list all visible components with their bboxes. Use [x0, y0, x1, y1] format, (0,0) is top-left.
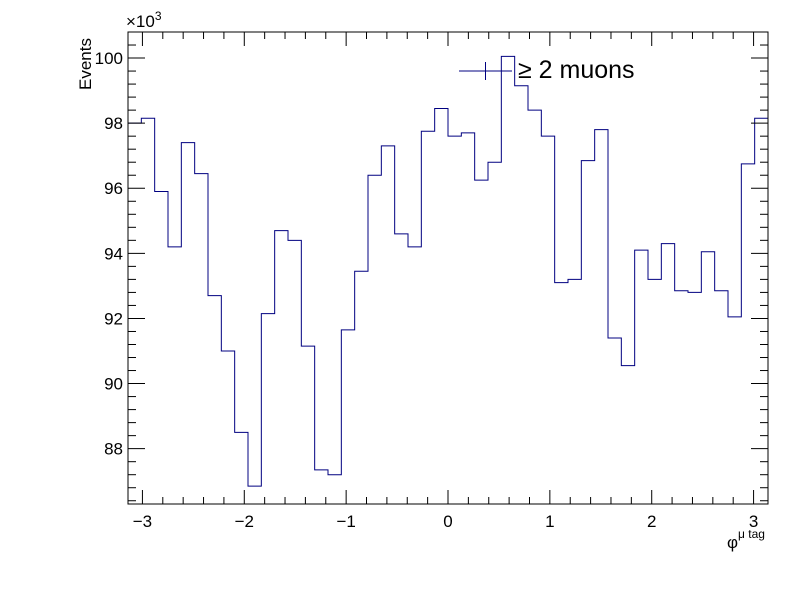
plot-frame — [127, 31, 769, 505]
series-step-line — [128, 55, 768, 487]
y-tick-label: 96 — [104, 179, 123, 198]
x-tick-label: −3 — [133, 512, 152, 531]
y-exponent-label: ×103 — [126, 9, 162, 31]
x-tick-label: 2 — [647, 512, 656, 531]
x-tick-label: 3 — [749, 512, 758, 531]
x-tick-label: −1 — [336, 512, 355, 531]
y-tick-label: 94 — [104, 244, 123, 263]
y-tick-label: 90 — [104, 375, 123, 394]
x-tick-label: −2 — [235, 512, 254, 531]
y-tick-label: 92 — [104, 309, 123, 328]
y-tick-label: 98 — [104, 114, 123, 133]
y-tick-label: 100 — [95, 49, 123, 68]
y-tick-label: 88 — [104, 440, 123, 459]
legend: ≥ 2 muons — [459, 56, 635, 84]
x-tick-label: 0 — [443, 512, 452, 531]
x-axis-title: φμ tag — [727, 527, 765, 552]
x-tick-label: 1 — [545, 512, 554, 531]
y-axis-title: Events — [76, 38, 95, 90]
legend-label: ≥ 2 muons — [518, 56, 635, 84]
